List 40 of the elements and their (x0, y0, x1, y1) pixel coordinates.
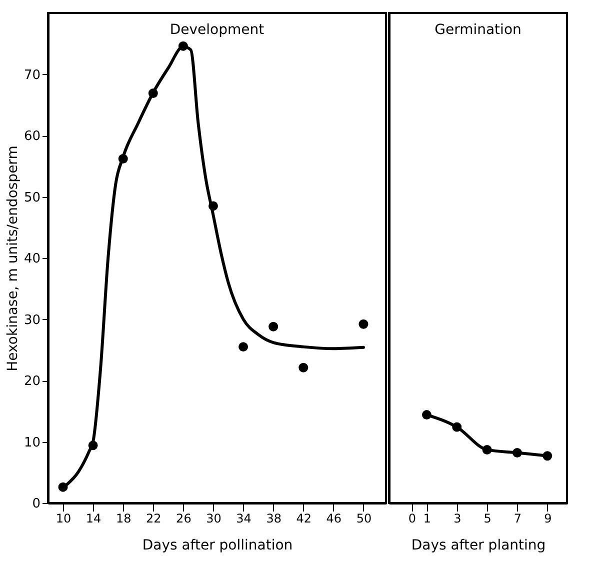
y-tick-label: 20 (24, 374, 40, 389)
x-tick-label: 14 (86, 512, 102, 526)
y-tick-label: 60 (24, 129, 40, 144)
y-tick-label: 0 (32, 496, 40, 512)
y-tick-label: 50 (24, 190, 40, 206)
x-tick-label: 7 (514, 512, 522, 526)
x-tick-label: 9 (544, 512, 552, 526)
point (512, 448, 522, 458)
point (58, 482, 68, 492)
x-tick-label: 30 (206, 512, 222, 526)
y-axis-title: Hexokinase, m units/endosperm (4, 146, 21, 372)
point (482, 444, 492, 454)
x-tick-label: 46 (326, 512, 342, 526)
point (358, 319, 368, 329)
x-tick-label: 1 (423, 512, 432, 526)
x-tick-label: 18 (116, 512, 132, 526)
point (422, 410, 432, 420)
y-tick-label: 70 (24, 68, 40, 83)
x-tick-label: 34 (236, 512, 252, 526)
x-tick-label: 0 (408, 512, 416, 526)
x-tick-label: 22 (146, 512, 162, 526)
point (542, 451, 552, 461)
text: Development (170, 22, 265, 38)
text: Germination (434, 22, 522, 38)
point (298, 362, 308, 372)
x-tick-label: 3 (454, 512, 462, 526)
y-tick-label: 30 (24, 312, 40, 328)
x-tick-label: 26 (176, 512, 192, 526)
x-tick-label: 38 (266, 512, 282, 526)
x-axis-title: Days after pollination (142, 538, 293, 554)
x-axis-title: Days after planting (411, 538, 546, 554)
x-tick-label: 10 (56, 512, 72, 526)
point (238, 342, 248, 352)
y-tick-label: 10 (24, 435, 40, 450)
y-tick-label: 40 (24, 252, 40, 266)
point (268, 322, 278, 332)
x-tick-label: 50 (356, 512, 372, 526)
x-tick-label: 42 (296, 512, 312, 526)
point (452, 422, 462, 432)
x-tick-label: 5 (484, 512, 492, 526)
